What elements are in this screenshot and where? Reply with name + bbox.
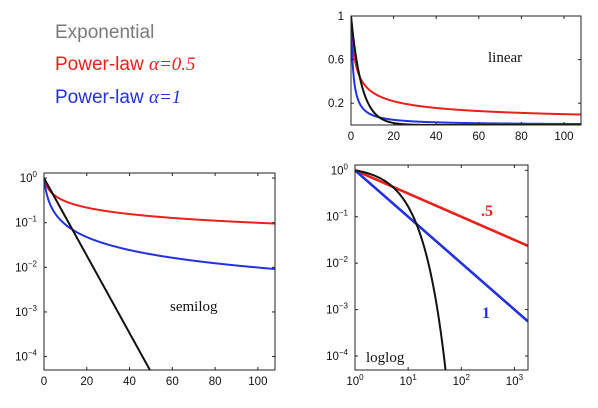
y-tick-label: 10−3 (15, 304, 37, 319)
x-tick-label: 80 (515, 131, 528, 143)
y-tick-label: 0.6 (328, 55, 344, 67)
x-tick-label: 0 (348, 131, 354, 143)
y-tick-label: 10−4 (326, 348, 348, 363)
exponential-curve (351, 16, 581, 125)
y-tick-label: 100 (331, 162, 349, 177)
semilog-plot-frame (43, 172, 276, 371)
linear-plot-frame (350, 15, 582, 126)
powerlaw-05-curve (355, 169, 528, 248)
linear-axis-ticks: 0 20 40 60 80 100 1 0.6 0.2 (328, 11, 581, 143)
semilog-annotation: semilog (170, 299, 218, 315)
legend-powerlaw-05: Power-law α=0.5 (55, 54, 196, 75)
y-tick-label: 10−4 (15, 349, 37, 364)
x-tick-label: 100 (346, 373, 364, 388)
y-tick-label: 1 (338, 11, 344, 23)
loglog-label-05: .5 (481, 203, 493, 220)
x-tick-label: 0 (41, 376, 47, 388)
exponential-curve (355, 169, 447, 370)
semilog-curves (44, 177, 275, 370)
legend-powerlaw-1: Power-law α=1 (55, 87, 181, 108)
semilog-panel: 0 20 40 60 80 100 100 10−1 10−2 10−3 10−4 semilog (15, 170, 276, 388)
x-tick-label: 60 (166, 376, 179, 388)
legend: Exponential Power-law α=0.5 Power-law α=… (55, 22, 196, 108)
y-tick-label: 10−1 (326, 209, 348, 224)
loglog-label-1: 1 (482, 305, 490, 322)
y-tick-label: 0.2 (328, 98, 344, 110)
x-tick-label: 20 (80, 376, 93, 388)
linear-annotation: linear (488, 50, 522, 66)
x-tick-label: 60 (472, 131, 485, 143)
loglog-panel: 100 101 102 103 100 10−1 10−2 10−3 10−4 loglog .… (326, 162, 529, 388)
x-tick-label: 101 (400, 373, 418, 388)
linear-curves (351, 16, 581, 125)
x-tick-label: 103 (506, 373, 524, 388)
semilog-axis-ticks: 0 20 40 60 80 100 100 10−1 10−2 10−3 10−4 (15, 170, 275, 388)
powerlaw-1-curve (351, 16, 581, 125)
x-tick-label: 40 (123, 376, 136, 388)
y-tick-label: 10−3 (326, 302, 348, 317)
powerlaw-05-curve (44, 177, 275, 225)
loglog-curves (355, 169, 528, 370)
powerlaw-1-curve (44, 177, 275, 270)
x-tick-label: 100 (248, 376, 267, 388)
y-tick-label: 10−2 (326, 255, 348, 270)
exponential-curve (44, 177, 152, 370)
y-tick-label: 100 (20, 170, 38, 185)
y-tick-label: 10−1 (15, 215, 37, 230)
legend-exponential: Exponential (55, 22, 154, 43)
loglog-annotation: loglog (366, 350, 405, 366)
x-tick-label: 102 (453, 373, 471, 388)
loglog-axis-ticks: 100 101 102 103 100 10−1 10−2 10−3 10−4 (326, 162, 528, 388)
loglog-plot-frame (354, 164, 529, 371)
linear-panel: 0 20 40 60 80 100 1 0.6 0.2 linear (328, 11, 582, 143)
x-tick-label: 80 (209, 376, 222, 388)
x-tick-label: 100 (554, 131, 573, 143)
x-tick-label: 20 (387, 131, 400, 143)
x-tick-label: 40 (430, 131, 443, 143)
powerlaw-05-curve (351, 16, 581, 116)
y-tick-label: 10−2 (15, 259, 37, 274)
powerlaw-1-curve (355, 169, 528, 323)
